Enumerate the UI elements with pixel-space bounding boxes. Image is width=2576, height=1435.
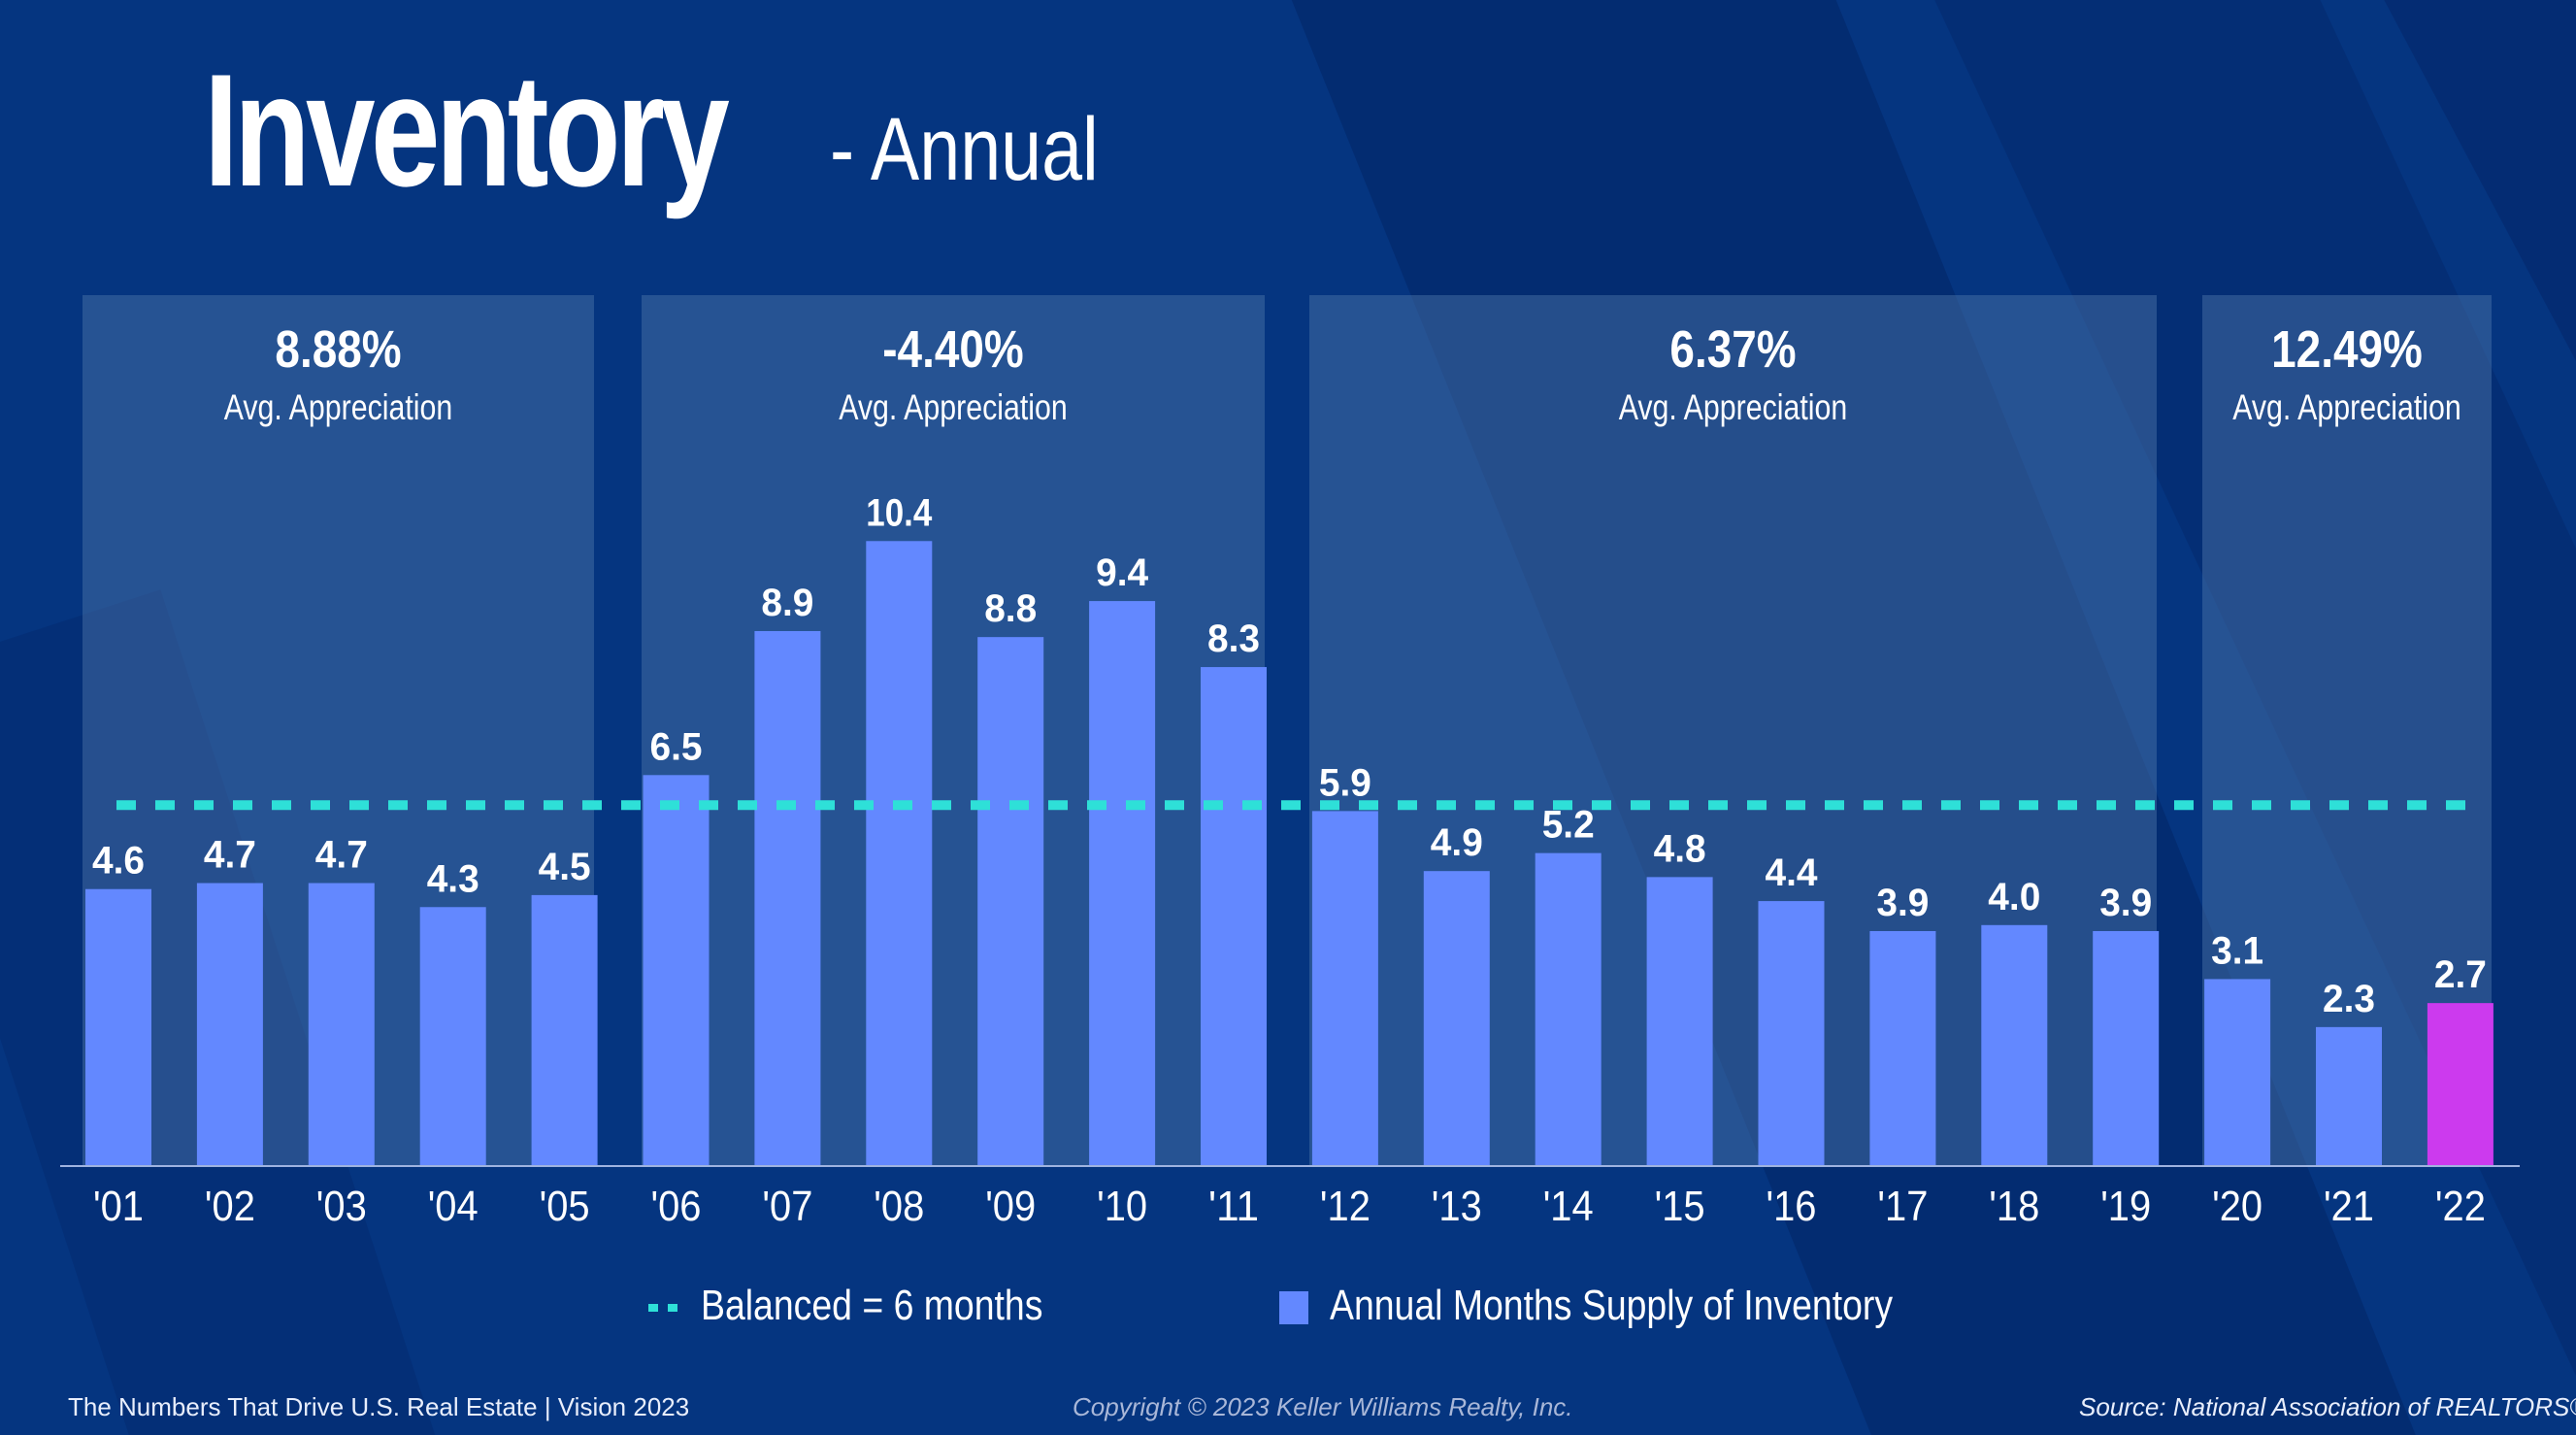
x-tick-label: '04 xyxy=(428,1183,479,1230)
x-tick-label: '21 xyxy=(2324,1183,2374,1230)
data-label: 4.0 xyxy=(1988,876,2040,918)
legend-label-supply: Annual Months Supply of Inventory xyxy=(1330,1282,1894,1329)
data-label: 3.9 xyxy=(2099,882,2152,924)
bar-07 xyxy=(754,630,821,1165)
bar-19 xyxy=(2093,930,2160,1165)
footer-copyright: Copyright © 2023 Keller Williams Realty,… xyxy=(1073,1392,1573,1421)
data-label: 4.4 xyxy=(1766,851,1819,894)
x-tick-label: '18 xyxy=(1989,1183,2039,1230)
x-tick-label: '08 xyxy=(874,1183,924,1230)
bar-11 xyxy=(1201,667,1267,1165)
bar-06 xyxy=(643,775,710,1165)
data-label: 10.4 xyxy=(866,491,933,534)
bars-group xyxy=(85,541,2493,1165)
x-tick-labels-group: '01 '02 '03 '04 '05 '06 '07 '08 '09 '10 '11 '12 '13 '… xyxy=(93,1183,2486,1230)
dashed-line-icon xyxy=(648,1304,677,1313)
bar-15 xyxy=(1646,877,1713,1165)
appreciation-label: Avg. Appreciation xyxy=(839,387,1068,427)
page-title: Inventory - Annual xyxy=(204,39,1099,222)
bar-01 xyxy=(85,888,151,1165)
x-tick-label: '17 xyxy=(1877,1183,1928,1230)
bar-05 xyxy=(531,894,598,1165)
bar-03 xyxy=(308,883,375,1165)
bar-09 xyxy=(977,637,1044,1165)
data-label: 4.8 xyxy=(1654,827,1706,870)
legend-label-balanced: Balanced = 6 months xyxy=(701,1282,1043,1329)
data-label: 4.5 xyxy=(539,846,591,888)
data-label: 2.3 xyxy=(2323,978,2375,1020)
appreciation-value: -4.40% xyxy=(882,320,1024,379)
appreciation-label: Avg. Appreciation xyxy=(1618,387,1848,427)
x-tick-label: '22 xyxy=(2435,1183,2486,1230)
footer-tagline: The Numbers That Drive U.S. Real Estate … xyxy=(68,1392,690,1421)
x-tick-label: '07 xyxy=(762,1183,812,1230)
data-label: 6.5 xyxy=(650,725,703,768)
data-label: 2.7 xyxy=(2434,953,2487,996)
data-label: 4.7 xyxy=(204,834,256,877)
bar-16 xyxy=(1758,901,1825,1165)
data-label: 3.9 xyxy=(1876,882,1929,924)
data-labels-group: 4.6 4.7 4.7 4.3 4.5 6.5 8.9 10.4 8.8 9.4 8.3 5.9 4.9… xyxy=(92,491,2487,1020)
bar-08 xyxy=(866,541,933,1165)
x-tick-label: '20 xyxy=(2212,1183,2262,1230)
data-label: 9.4 xyxy=(1096,551,1149,594)
x-tick-label: '05 xyxy=(540,1183,590,1230)
data-label: 8.8 xyxy=(984,587,1037,630)
bar-21 xyxy=(2316,1026,2382,1165)
x-tick-label: '01 xyxy=(93,1183,144,1230)
legend-item-balanced: Balanced = 6 months xyxy=(648,1282,1104,1330)
bar-12 xyxy=(1311,811,1378,1165)
title-main: Inventory xyxy=(204,41,730,219)
appreciation-label: Avg. Appreciation xyxy=(223,387,453,427)
bar-04 xyxy=(419,907,486,1165)
x-tick-label: '11 xyxy=(1208,1183,1259,1230)
x-tick-label: '02 xyxy=(205,1183,255,1230)
data-label: 5.9 xyxy=(1319,761,1371,804)
bar-17 xyxy=(1869,930,1936,1165)
bar-10 xyxy=(1089,601,1156,1165)
data-label: 4.7 xyxy=(315,834,368,877)
appreciation-value: 12.49% xyxy=(2271,320,2423,379)
data-label: 4.6 xyxy=(92,840,145,883)
x-tick-label: '16 xyxy=(1767,1183,1817,1230)
bar-22 xyxy=(2427,1003,2493,1165)
bar-02 xyxy=(196,883,263,1165)
bar-14 xyxy=(1535,852,1602,1165)
appreciation-panel-2006-2011: -4.40% Avg. Appreciation xyxy=(642,295,1265,1165)
legend-item-supply: Annual Months Supply of Inventory xyxy=(1279,1282,1992,1330)
data-label: 8.9 xyxy=(761,582,813,624)
appreciation-value: 6.37% xyxy=(1669,320,1797,379)
footer-source: Source: National Association of REALTORS… xyxy=(2079,1392,2576,1421)
bar-swatch-icon xyxy=(1279,1291,1308,1325)
x-tick-label: '19 xyxy=(2100,1183,2151,1230)
x-tick-label: '09 xyxy=(985,1183,1036,1230)
bar-13 xyxy=(1423,871,1490,1165)
data-label: 4.9 xyxy=(1431,821,1483,864)
appreciation-value: 8.88% xyxy=(275,320,402,379)
data-label: 3.1 xyxy=(2211,929,2263,972)
x-tick-label: '10 xyxy=(1097,1183,1147,1230)
x-tick-label: '06 xyxy=(651,1183,702,1230)
title-sub: - Annual xyxy=(830,100,1099,199)
data-label: 5.2 xyxy=(1542,804,1595,847)
bar-18 xyxy=(1981,924,2048,1165)
x-tick-label: '13 xyxy=(1432,1183,1482,1230)
x-tick-label: '15 xyxy=(1655,1183,1705,1230)
x-tick-label: '03 xyxy=(316,1183,367,1230)
bar-20 xyxy=(2204,979,2271,1165)
x-tick-label: '14 xyxy=(1543,1183,1594,1230)
data-label: 8.3 xyxy=(1207,617,1260,660)
data-label: 4.3 xyxy=(427,857,479,900)
appreciation-label: Avg. Appreciation xyxy=(2232,387,2461,427)
x-tick-label: '12 xyxy=(1320,1183,1371,1230)
